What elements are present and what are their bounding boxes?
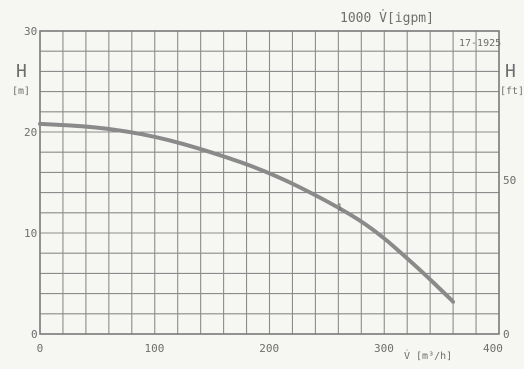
curve-number-label: 1	[337, 203, 343, 214]
y-axis-right-label: H	[505, 61, 516, 82]
plot-frame	[39, 30, 500, 335]
x-tick-label: 100	[145, 342, 165, 355]
curve-layer: 1	[38, 121, 456, 304]
y-axis-left-label: H	[16, 61, 27, 82]
y-tick-label-right: 0	[503, 328, 510, 341]
y-tick-label-left: 10	[24, 227, 37, 240]
x-tick-label: 200	[259, 342, 279, 355]
y-tick-label-left: 20	[24, 126, 37, 139]
grid	[40, 31, 499, 334]
x-tick-label: 300	[374, 342, 394, 355]
top-axis-label: 1000 V̇[igpm]	[340, 10, 434, 26]
x-tick-label: 0	[37, 342, 44, 355]
x-tick-label: 400	[483, 342, 503, 355]
y-tick-label-left: 30	[24, 25, 37, 38]
x-axis-label: V̇ [m³/h]	[404, 349, 452, 362]
y-axis-right-unit: [ft]	[500, 86, 524, 97]
y-tick-label-left: 0	[31, 328, 38, 341]
y-axis-left-unit: [m]	[12, 86, 30, 97]
y-tick-label-right: 50	[503, 174, 516, 187]
pump-curve-line	[38, 121, 456, 304]
chart-code: 17-1925	[459, 38, 501, 49]
